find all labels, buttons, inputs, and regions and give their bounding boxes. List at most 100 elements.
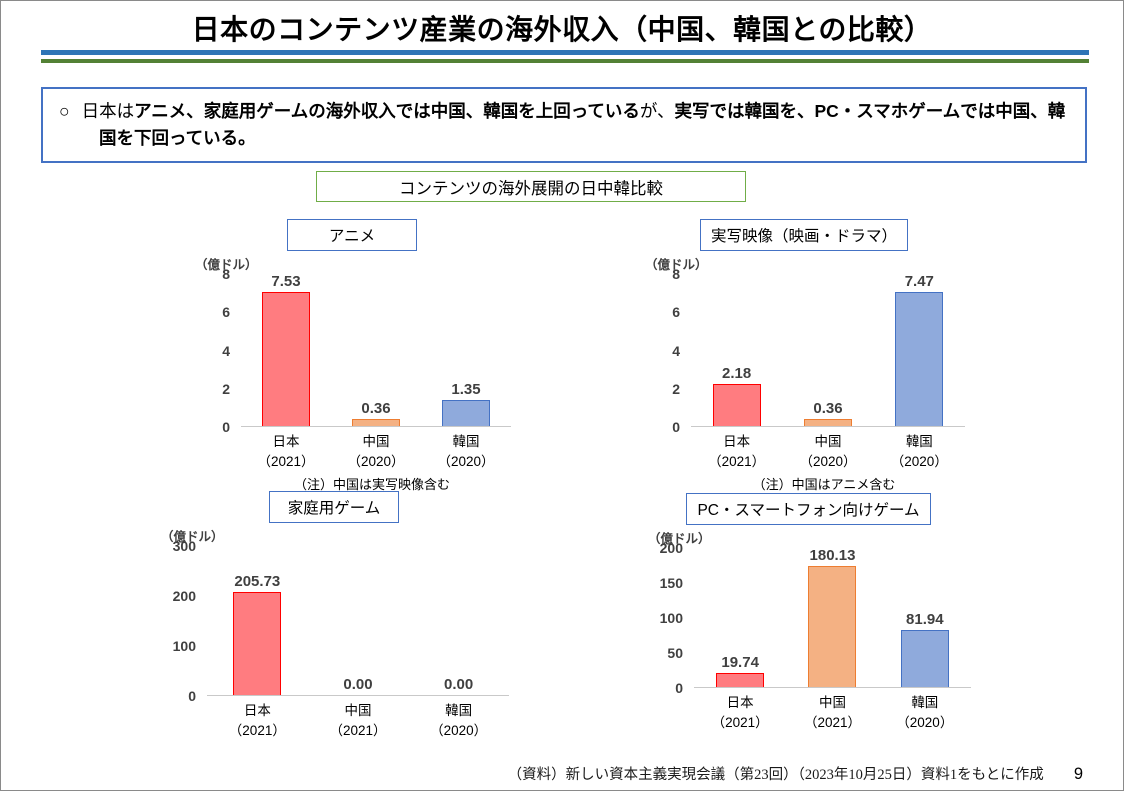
x-category-label: 日本 （2021） — [212, 701, 302, 742]
category-year: （2021） — [329, 723, 387, 739]
summary-segment: が、 — [639, 101, 675, 121]
bar-china — [352, 419, 400, 426]
plot-area: 200 150 100 50 0 19.74 180.13 81.94 — [646, 541, 971, 695]
y-tick-label: 200 — [659, 540, 683, 556]
category-name: 日本 — [272, 434, 300, 449]
plot-area: 8 6 4 2 0 2.18 0.36 7.47 — [643, 267, 965, 434]
plot-area: 8 6 4 2 0 7.53 0.36 1.35 — [193, 267, 511, 434]
bar-slot-china: 0.36 — [803, 274, 852, 426]
y-tick-label: 4 — [672, 342, 680, 359]
bullet-marker: ○ — [59, 101, 70, 121]
bar-value-label: 205.73 — [234, 573, 281, 590]
y-tick-label: 6 — [222, 304, 230, 321]
bar-japan — [712, 384, 761, 426]
x-category-label: 韓国 （2020） — [880, 693, 970, 734]
page-number: 9 — [1073, 765, 1083, 783]
chart-anime: アニメ （億ドル） 8 6 4 2 0 7.53 0.36 1.35 日本 （2021） 中国 （… — [193, 219, 511, 493]
section-title: コンテンツの海外展開の日中韓比較 — [399, 179, 663, 198]
category-year: （2021） — [257, 454, 315, 470]
summary-box: ○ 日本はアニメ、家庭用ゲームの海外収入では中国、韓国を上回っているが、実写では韓… — [41, 87, 1087, 164]
bar-slot-korea: 1.35 — [442, 274, 490, 426]
bar-slot-korea: 81.94 — [900, 548, 949, 687]
bar-slot-china: 180.13 — [808, 547, 857, 687]
chart-title: アニメ — [328, 228, 376, 245]
category-name: 中国 — [362, 434, 390, 449]
bar-value-label: 19.74 — [721, 654, 759, 671]
x-category-label: 韓国 （2020） — [874, 432, 964, 473]
bar-korea — [900, 630, 949, 687]
bar-korea — [442, 400, 490, 426]
y-axis: 8 6 4 2 0 — [643, 267, 691, 434]
bar-japan — [716, 673, 765, 687]
category-year: （2020） — [890, 454, 948, 470]
y-tick-label: 300 — [172, 538, 196, 554]
summary-segment: 実写では韓国を、PC・スマホゲームでは中国、韓国を下回っている。 — [99, 101, 1066, 149]
category-year: （2020） — [437, 454, 495, 470]
y-tick-label: 100 — [172, 638, 196, 655]
bar-value-label: 7.53 — [271, 273, 301, 290]
bar-japan — [262, 292, 310, 426]
category-name: 韓国 — [445, 703, 473, 718]
chart-title-box: 家庭用ゲーム — [269, 491, 399, 523]
category-name: 中国 — [344, 703, 372, 718]
axis-unit-label: （億ドル） — [645, 258, 708, 272]
y-axis: 200 150 100 50 0 — [646, 541, 694, 695]
category-year: （2021） — [708, 454, 766, 470]
y-tick-label: 4 — [222, 342, 230, 359]
bar-slot-japan: 19.74 — [716, 548, 765, 687]
category-year: （2020） — [896, 715, 954, 731]
category-name: 韓国 — [452, 434, 480, 449]
bar-value-label: 180.13 — [809, 547, 856, 564]
x-category-label: 中国 （2020） — [783, 432, 873, 473]
x-axis-labels: 日本 （2021） 中国 （2020） 韓国 （2020） — [691, 432, 965, 473]
axis-unit-label: （億ドル） — [195, 258, 258, 272]
y-tick-label: 8 — [222, 266, 230, 282]
bar-value-label: 0.00 — [444, 676, 474, 693]
bar-slot-japan: 2.18 — [712, 274, 761, 426]
bar-slot-korea: 0.00 — [435, 546, 483, 695]
category-name: 日本 — [726, 695, 754, 710]
bar-value-label: 0.36 — [813, 400, 843, 417]
bars-area: 7.53 0.36 1.35 — [241, 274, 511, 427]
axis-unit-label: （億ドル） — [161, 530, 224, 544]
chart-title-box: 実写映像（映画・ドラマ） — [699, 219, 908, 251]
bar-korea — [895, 292, 944, 426]
chart-title: PC・スマートフォン向けゲーム — [697, 502, 920, 519]
bar-japan — [233, 592, 282, 695]
bar-slot-japan: 7.53 — [262, 274, 310, 426]
summary-text: ○ 日本はアニメ、家庭用ゲームの海外収入では中国、韓国を上回っているが、実写では韓… — [59, 98, 1071, 152]
summary-segment: アニメ、家庭用ゲームの海外収入では中国、韓国を上回っている — [134, 101, 640, 121]
bar-slot-japan: 205.73 — [233, 546, 282, 695]
bars-area: 205.73 0.00 0.00 — [207, 546, 509, 696]
category-year: （2021） — [228, 723, 286, 739]
x-category-label: 中国 （2021） — [313, 701, 403, 742]
category-name: 韓国 — [905, 434, 933, 449]
bars-area: 19.74 180.13 81.94 — [694, 548, 971, 688]
axis-unit-label: （億ドル） — [648, 532, 711, 546]
x-category-label: 日本 （2021） — [241, 432, 331, 473]
x-axis-labels: 日本 （2021） 中国 （2020） 韓国 （2020） — [241, 432, 511, 473]
category-name: 中国 — [818, 695, 846, 710]
plot-area: 300 200 100 0 205.73 0.00 0.00 — [159, 539, 509, 703]
x-category-label: 日本 （2021） — [695, 693, 785, 734]
chart-live-action: 実写映像（映画・ドラマ） （億ドル） 8 6 4 2 0 2.18 0.36 7.47 日本… — [643, 219, 965, 493]
y-tick-label: 50 — [667, 645, 683, 661]
bar-value-label: 0.00 — [343, 676, 373, 693]
x-category-label: 韓国 （2020） — [421, 432, 511, 473]
y-tick-label: 2 — [672, 380, 680, 397]
y-tick-label: 2 — [222, 380, 230, 397]
bar-value-label: 7.47 — [904, 273, 934, 290]
summary-segment: 日本は — [81, 101, 135, 121]
bar-value-label: 1.35 — [451, 381, 481, 398]
category-name: 日本 — [723, 434, 751, 449]
category-name: 日本 — [243, 703, 271, 718]
category-year: （2020） — [347, 454, 405, 470]
chart-title-box: PC・スマートフォン向けゲーム — [686, 493, 931, 525]
bar-china — [803, 419, 852, 426]
footer-source: （資料）新しい資本主義実現会議（第23回）（2023年10月25日）資料1をもと… — [507, 767, 1044, 783]
y-tick-label: 0 — [222, 419, 230, 435]
footer: （資料）新しい資本主義実現会議（第23回）（2023年10月25日）資料1をもと… — [508, 763, 1083, 784]
chart-title: 家庭用ゲーム — [287, 500, 381, 517]
title-rule-green — [41, 59, 1089, 63]
